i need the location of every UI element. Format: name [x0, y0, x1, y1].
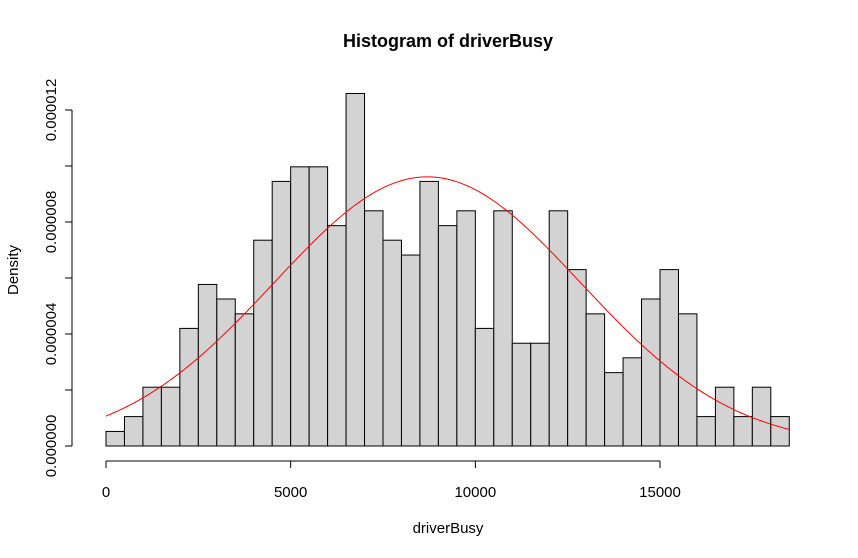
- x-axis-label: driverBusy: [413, 520, 484, 537]
- histogram-bar: [696, 416, 716, 447]
- y-tick-label: 0.000000: [43, 415, 60, 478]
- histogram-bar: [511, 342, 532, 447]
- x-tick-label: 10000: [454, 484, 496, 501]
- histogram-bar: [290, 166, 310, 447]
- x-axis: 0 5000 10000 15000: [102, 460, 681, 501]
- x-tick-label: 0: [102, 484, 110, 501]
- histogram-bar: [751, 386, 772, 447]
- histogram-bar: [197, 283, 218, 447]
- x-tick-label: 15000: [639, 484, 681, 501]
- histogram-bar: [733, 416, 753, 447]
- y-axis-label: Density: [5, 244, 22, 295]
- histogram-bar: [567, 269, 587, 447]
- histogram-bar: [641, 298, 661, 447]
- histogram-bar: [714, 386, 735, 447]
- histogram-bar: [456, 210, 476, 447]
- histogram-bar: [548, 210, 569, 447]
- histogram-bar: [437, 225, 458, 447]
- histogram-bar: [677, 313, 698, 447]
- histogram-bar: [308, 166, 329, 447]
- density-curve: [105, 176, 790, 430]
- histogram-bar: [622, 357, 643, 447]
- histogram-bar: [659, 269, 679, 447]
- histogram-bar: [105, 430, 125, 447]
- y-tick-label: 0.000008: [43, 191, 60, 254]
- histogram-bar: [364, 210, 384, 447]
- histogram-bar: [253, 239, 273, 447]
- histogram-bar: [160, 386, 181, 447]
- y-tick-label: 0.000004: [43, 303, 60, 366]
- histogram-bars: [105, 92, 790, 447]
- density-curve-layer: [105, 176, 790, 430]
- histogram-bar: [234, 313, 255, 447]
- x-tick-label: 5000: [274, 484, 307, 501]
- chart-title: Histogram of driverBusy: [343, 31, 553, 51]
- y-tick-label: 0.000012: [43, 79, 60, 142]
- histogram-bar: [585, 313, 606, 447]
- histogram-bar: [770, 416, 790, 447]
- histogram-bar: [216, 298, 236, 447]
- histogram-bar: [400, 254, 421, 447]
- histogram-bar: [419, 180, 439, 447]
- histogram-bar: [345, 92, 366, 447]
- histogram-bar: [179, 327, 199, 447]
- histogram-bar: [327, 225, 347, 447]
- histogram-bar: [382, 239, 402, 447]
- histogram-bar: [271, 180, 292, 447]
- y-axis: 0.000000 0.000004 0.000008 0.000012: [43, 79, 73, 478]
- histogram-bar: [493, 210, 513, 447]
- histogram-bar: [123, 416, 144, 447]
- histogram-bar: [604, 372, 624, 447]
- histogram-bar: [530, 342, 550, 447]
- histogram-bar: [474, 327, 495, 447]
